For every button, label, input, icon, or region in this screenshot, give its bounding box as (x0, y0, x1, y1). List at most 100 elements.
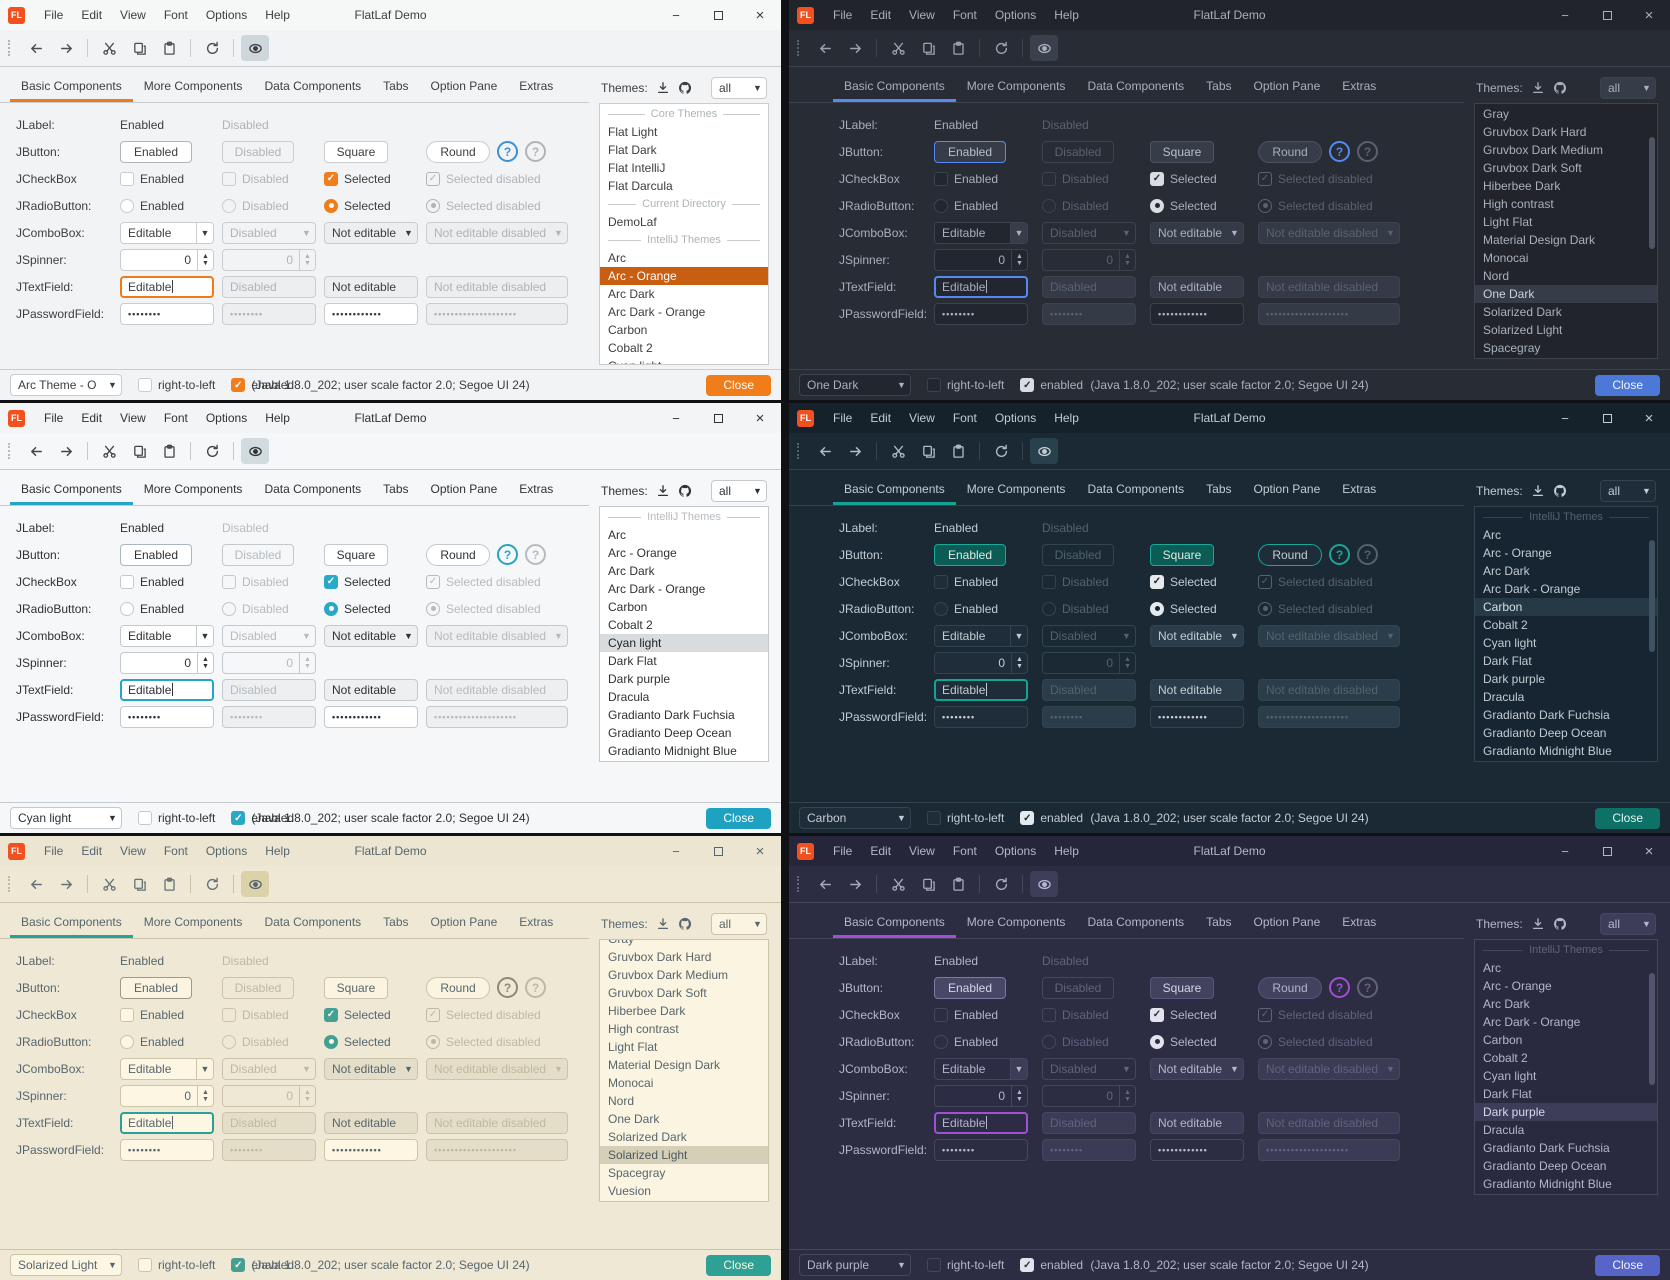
theme-list-item[interactable]: Cyan light (600, 634, 768, 652)
theme-list-item[interactable]: High contrast (608, 1022, 679, 1036)
toolbar-grip[interactable] (797, 443, 801, 459)
theme-list-item[interactable]: Gradianto Deep Ocean (1483, 726, 1607, 740)
round-button[interactable]: Round (1258, 140, 1322, 163)
theme-filter-combobox[interactable]: all ▼ (711, 77, 767, 99)
tab[interactable]: Extras (519, 915, 554, 929)
rtl-checkbox[interactable]: right-to-left (927, 1258, 1004, 1272)
checkbox-enabled[interactable]: Enabled (120, 1007, 184, 1022)
enabled-button[interactable]: Enabled (120, 543, 192, 566)
theme-list-item[interactable]: One Dark (608, 1112, 660, 1126)
theme-list-item[interactable]: Hiberbee Dark (608, 1004, 686, 1018)
back-icon[interactable] (22, 438, 50, 464)
square-button[interactable]: Square (1150, 140, 1214, 163)
radio-selected[interactable]: Selected (1150, 601, 1217, 616)
theme-list-item[interactable]: Spacegray (608, 1166, 666, 1180)
minimize-icon[interactable]: − (672, 410, 680, 426)
forward-icon[interactable] (52, 438, 80, 464)
theme-list-item[interactable]: Flat IntelliJ (608, 161, 666, 175)
menu-item[interactable]: Font (952, 844, 977, 858)
theme-list-item[interactable]: Arc (608, 251, 626, 265)
theme-list-item[interactable]: Light Flat (1483, 215, 1533, 229)
radio-selected[interactable]: Selected (324, 601, 391, 616)
radio-selected[interactable]: Selected (1150, 198, 1217, 213)
theme-combobox[interactable]: One Dark ▼ (799, 374, 911, 396)
close-window-icon[interactable]: × (1644, 409, 1654, 427)
back-icon[interactable] (811, 438, 839, 464)
theme-list-item[interactable]: Vuesion (608, 1184, 651, 1198)
menu-item[interactable]: Help (265, 411, 290, 425)
close-button[interactable]: Close (706, 374, 771, 396)
menu-item[interactable]: Edit (870, 8, 892, 22)
checkbox-enabled[interactable]: Enabled (934, 171, 998, 186)
theme-list-item[interactable]: Arc - Orange (1483, 979, 1552, 993)
theme-list-item[interactable]: Flat Dark (608, 143, 657, 157)
paste-icon[interactable] (155, 871, 183, 897)
theme-list-item[interactable]: Arc - Orange (1483, 546, 1552, 560)
close-window-icon[interactable]: × (755, 409, 765, 427)
passwordfield-enabled[interactable]: •••••••• (120, 1138, 214, 1161)
theme-list-item[interactable]: Dark Flat (1483, 1087, 1532, 1101)
combobox-editable[interactable]: Editable ▼ (120, 221, 214, 244)
theme-filter-combobox[interactable]: all ▼ (1600, 480, 1656, 502)
tab[interactable]: Data Components (1087, 482, 1185, 496)
github-icon[interactable] (1553, 917, 1567, 931)
help-button[interactable]: ? (1329, 544, 1350, 565)
menu-item[interactable]: Options (205, 8, 248, 22)
theme-list-item[interactable]: Hiberbee Dark (1483, 179, 1561, 193)
combobox-editable[interactable]: Editable ▼ (934, 624, 1028, 647)
enabled-checkbox[interactable]: enabled (1020, 378, 1083, 392)
tab[interactable]: More Components (143, 482, 243, 496)
menu-item[interactable]: Edit (81, 8, 103, 22)
close-button[interactable]: Close (706, 1254, 771, 1276)
show-eye-icon[interactable] (1030, 871, 1058, 897)
download-icon[interactable] (1531, 917, 1545, 931)
textfield-editable[interactable]: Editable (934, 275, 1028, 298)
theme-combobox[interactable]: Solarized Light ▼ (10, 1254, 122, 1276)
menu-item[interactable]: File (44, 844, 64, 858)
menu-item[interactable]: Edit (870, 411, 892, 425)
spinner-enabled[interactable]: 0 ▲ ▼ (120, 1084, 214, 1107)
help-button[interactable]: ? (497, 977, 518, 998)
enabled-button[interactable]: Enabled (120, 976, 192, 999)
refresh-icon[interactable] (987, 438, 1015, 464)
theme-list-item[interactable]: Dark purple (608, 672, 671, 686)
textfield-editable[interactable]: Editable (120, 678, 214, 701)
menu-item[interactable]: Edit (81, 411, 103, 425)
theme-list-item[interactable]: Material Design Dark (1483, 233, 1596, 247)
menu-item[interactable]: View (120, 411, 146, 425)
minimize-icon[interactable]: − (1561, 843, 1569, 859)
tab[interactable]: Tabs (383, 79, 409, 93)
radio-selected[interactable]: Selected (324, 198, 391, 213)
back-icon[interactable] (811, 35, 839, 61)
tab[interactable]: Data Components (264, 79, 362, 93)
theme-list-item[interactable]: Cobalt 2 (608, 618, 653, 632)
enabled-button[interactable]: Enabled (934, 140, 1006, 163)
close-window-icon[interactable]: × (1644, 6, 1654, 24)
theme-list-item[interactable]: Gruvbox Dark Hard (608, 950, 712, 964)
spinner-arrows-icon[interactable]: ▲ ▼ (1011, 249, 1027, 270)
square-button[interactable]: Square (1150, 976, 1214, 999)
enabled-checkbox[interactable]: enabled (1020, 811, 1083, 825)
theme-list-item[interactable]: Gradianto Dark Fuchsia (608, 708, 735, 722)
close-button[interactable]: Close (1595, 374, 1660, 396)
spinner-arrows-icon[interactable]: ▲ ▼ (197, 652, 213, 673)
theme-list-item[interactable]: Cobalt 2 (1483, 1051, 1528, 1065)
github-icon[interactable] (678, 81, 692, 95)
theme-list-item[interactable]: IntelliJ Themes (600, 508, 768, 526)
theme-list-item[interactable]: One Dark (1475, 285, 1657, 303)
forward-icon[interactable] (841, 871, 869, 897)
theme-list-item[interactable]: High contrast (1483, 197, 1554, 211)
radio-selected[interactable]: Selected (1150, 1034, 1217, 1049)
theme-list-item[interactable]: Nord (1483, 269, 1510, 283)
copy-icon[interactable] (914, 871, 942, 897)
download-icon[interactable] (656, 484, 670, 498)
tab[interactable]: Data Components (264, 915, 362, 929)
menu-item[interactable]: View (120, 844, 146, 858)
square-button[interactable]: Square (324, 543, 388, 566)
tab[interactable]: Extras (1342, 482, 1377, 496)
tab[interactable]: Option Pane (430, 79, 498, 93)
theme-list-item[interactable]: Cyan light (1483, 1069, 1537, 1083)
toolbar-grip[interactable] (797, 40, 801, 56)
checkbox-selected[interactable]: Selected (1150, 171, 1217, 186)
passwordfield-enabled[interactable]: •••••••• (120, 705, 214, 728)
